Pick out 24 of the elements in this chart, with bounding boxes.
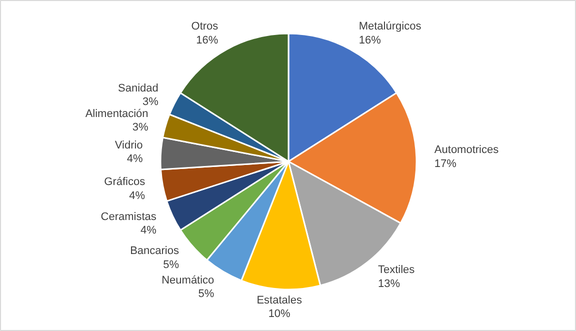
slice-label: Bancarios xyxy=(130,245,180,258)
slice-label: Sanidad xyxy=(118,82,158,94)
data-label: 10% xyxy=(268,308,291,320)
data-label: 5% xyxy=(198,288,214,300)
slice-label: Vidrio xyxy=(114,139,143,152)
data-label: 5% xyxy=(163,258,180,271)
slice-label: Otros xyxy=(191,20,219,33)
data-label: 16% xyxy=(358,34,382,46)
data-label: 4% xyxy=(129,190,146,202)
data-label: 16% xyxy=(196,34,218,46)
slice-label: Neumático xyxy=(162,274,214,286)
data-label: 13% xyxy=(378,278,400,290)
data-label: 17% xyxy=(434,158,457,170)
data-label: 4% xyxy=(140,224,157,237)
slice-label: Textiles xyxy=(378,264,416,276)
slice-label: Ceramistas xyxy=(100,210,157,223)
slice-label: Gráficos xyxy=(104,176,146,188)
slice-label: Estatales xyxy=(256,294,302,306)
slice-label: Metalúrgicos xyxy=(358,20,422,33)
data-label: 3% xyxy=(132,122,149,134)
data-label: 4% xyxy=(126,153,144,166)
slice-label: Automotrices xyxy=(434,144,500,156)
data-label: 3% xyxy=(142,96,159,108)
slice-label: Alimentación xyxy=(85,108,148,120)
